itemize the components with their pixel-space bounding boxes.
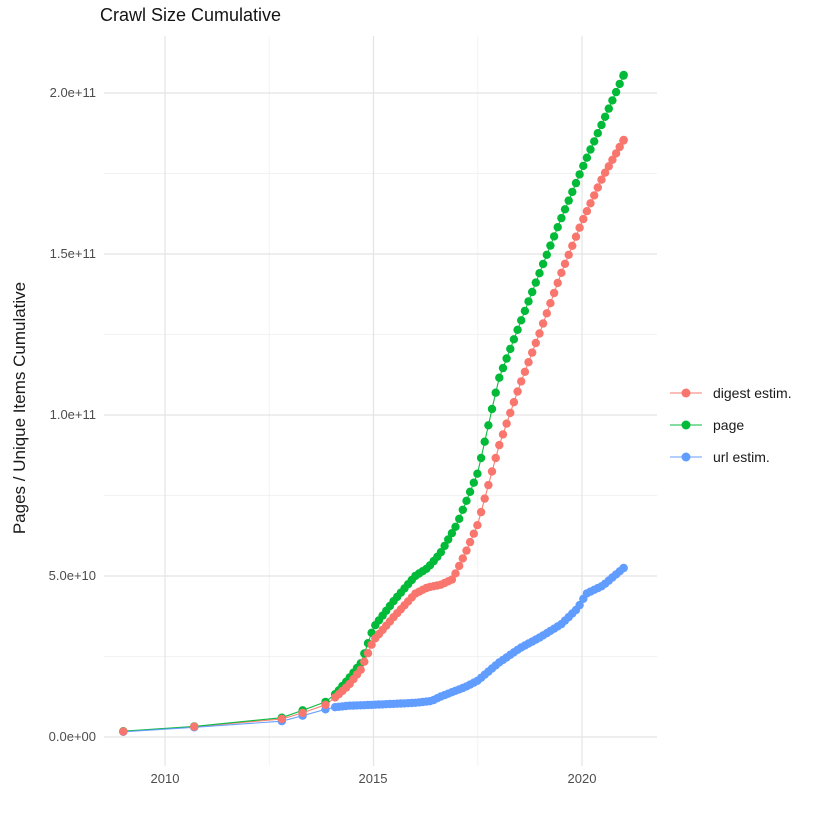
y-tick-label: 0.0e+00	[48, 729, 96, 744]
legend-item-url-estim: url estim.	[668, 441, 792, 473]
y-tick-label: 2.0e+11	[49, 85, 96, 100]
chart-title: Crawl Size Cumulative	[100, 5, 282, 25]
x-tick-label: 2015	[358, 771, 388, 786]
legend-key-icon	[670, 452, 702, 462]
x-tick-label: 2010	[150, 771, 180, 786]
legend-item-label: url estim.	[713, 449, 770, 465]
legend-item-page: page	[668, 409, 792, 441]
legend-item-digest-estim: digest estim.	[668, 377, 792, 409]
y-tick-label: 1.0e+11	[49, 407, 96, 422]
legend: digest estim. page url estim.	[668, 377, 792, 473]
legend-key-icon	[670, 388, 702, 398]
y-tick-label: 1.5e+11	[49, 246, 96, 261]
y-tick-label: 5.0e+10	[48, 568, 96, 583]
legend-key-icon	[670, 420, 702, 430]
legend-item-label: digest estim.	[713, 385, 792, 401]
x-tick-label: 2020	[567, 771, 597, 786]
legend-item-label: page	[713, 417, 745, 433]
